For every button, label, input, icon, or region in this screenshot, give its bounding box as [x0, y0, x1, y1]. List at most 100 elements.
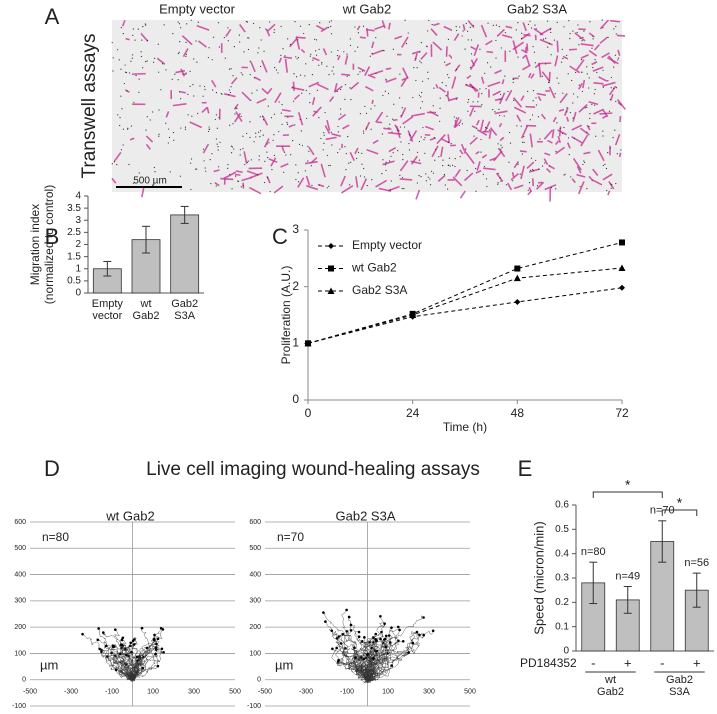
cell	[593, 81, 604, 85]
pore	[185, 55, 187, 57]
pore	[333, 73, 335, 75]
pore	[570, 176, 572, 178]
cell	[385, 77, 397, 83]
pore	[495, 24, 498, 26]
cell	[145, 135, 154, 143]
pore	[359, 113, 362, 115]
cell	[401, 36, 409, 48]
pore	[349, 87, 351, 89]
pore	[392, 118, 394, 120]
pore	[384, 90, 386, 92]
pore	[330, 51, 332, 53]
pore	[420, 96, 422, 98]
cell	[344, 55, 349, 65]
cell	[447, 97, 459, 102]
cell	[591, 61, 598, 66]
pore	[454, 158, 456, 160]
pore	[363, 176, 366, 178]
y-tick-label: 500	[14, 545, 26, 552]
pore	[467, 101, 469, 103]
pore	[492, 24, 494, 27]
pore	[508, 161, 510, 163]
pore	[255, 132, 257, 134]
pore	[229, 124, 231, 126]
pore	[620, 149, 622, 151]
pore	[217, 146, 219, 148]
pore	[566, 54, 568, 56]
cell	[429, 110, 439, 117]
pore	[555, 150, 557, 152]
pore	[499, 114, 501, 117]
cell	[607, 190, 611, 196]
track-end	[160, 647, 164, 651]
cell	[541, 71, 550, 81]
cell-track	[82, 634, 133, 681]
track-end	[411, 641, 415, 645]
pore	[607, 80, 609, 82]
pore	[231, 188, 233, 190]
cell	[513, 106, 527, 114]
cell	[322, 48, 328, 56]
cell	[325, 136, 337, 141]
pore	[371, 52, 373, 54]
pore	[157, 43, 159, 45]
cell	[498, 122, 503, 128]
pore	[389, 123, 391, 125]
cell	[462, 24, 466, 31]
y-tick-label: 0.2	[555, 597, 569, 608]
cell	[555, 140, 560, 146]
series-line	[307, 287, 623, 344]
cell	[569, 65, 581, 74]
cell	[366, 148, 379, 155]
cell	[452, 176, 463, 187]
y-tick-label: 3	[75, 215, 81, 226]
pore	[326, 187, 328, 189]
pore	[253, 77, 256, 79]
cell	[614, 133, 621, 146]
pore	[589, 113, 591, 115]
cell-track	[113, 644, 133, 680]
pore	[177, 21, 179, 23]
track-end	[104, 644, 108, 648]
pore	[458, 124, 460, 127]
pore	[113, 161, 116, 163]
pore	[449, 165, 451, 167]
y-tick-label: 600	[249, 519, 261, 526]
cell	[371, 49, 383, 56]
cell	[121, 19, 126, 27]
pore	[331, 70, 333, 72]
cell-track	[114, 629, 134, 680]
pore	[405, 42, 408, 45]
cell	[534, 62, 541, 69]
pore	[427, 176, 429, 178]
pore	[184, 126, 187, 128]
pore	[354, 26, 356, 28]
pore	[299, 25, 302, 27]
cell	[280, 162, 289, 168]
pore	[401, 107, 403, 109]
track-end	[100, 650, 103, 654]
pore	[249, 74, 251, 76]
pore	[438, 156, 440, 158]
pore	[530, 157, 533, 159]
pore	[586, 131, 588, 133]
cell	[223, 171, 237, 180]
cell	[616, 99, 626, 110]
y-tick-label: 3.5	[67, 203, 81, 214]
pore	[228, 68, 231, 70]
pore	[572, 30, 574, 32]
pore	[124, 71, 127, 73]
pore	[427, 71, 429, 73]
pore	[270, 117, 273, 119]
pore	[418, 175, 420, 177]
x-tick-label: -500	[23, 689, 37, 696]
cell-track	[354, 657, 370, 683]
pore	[610, 187, 612, 189]
cell	[445, 46, 448, 57]
pore	[275, 69, 278, 71]
cell	[512, 97, 523, 108]
cell	[501, 34, 513, 39]
pore	[591, 47, 593, 49]
y-tick-label: 100	[249, 650, 261, 657]
pore	[538, 168, 540, 170]
